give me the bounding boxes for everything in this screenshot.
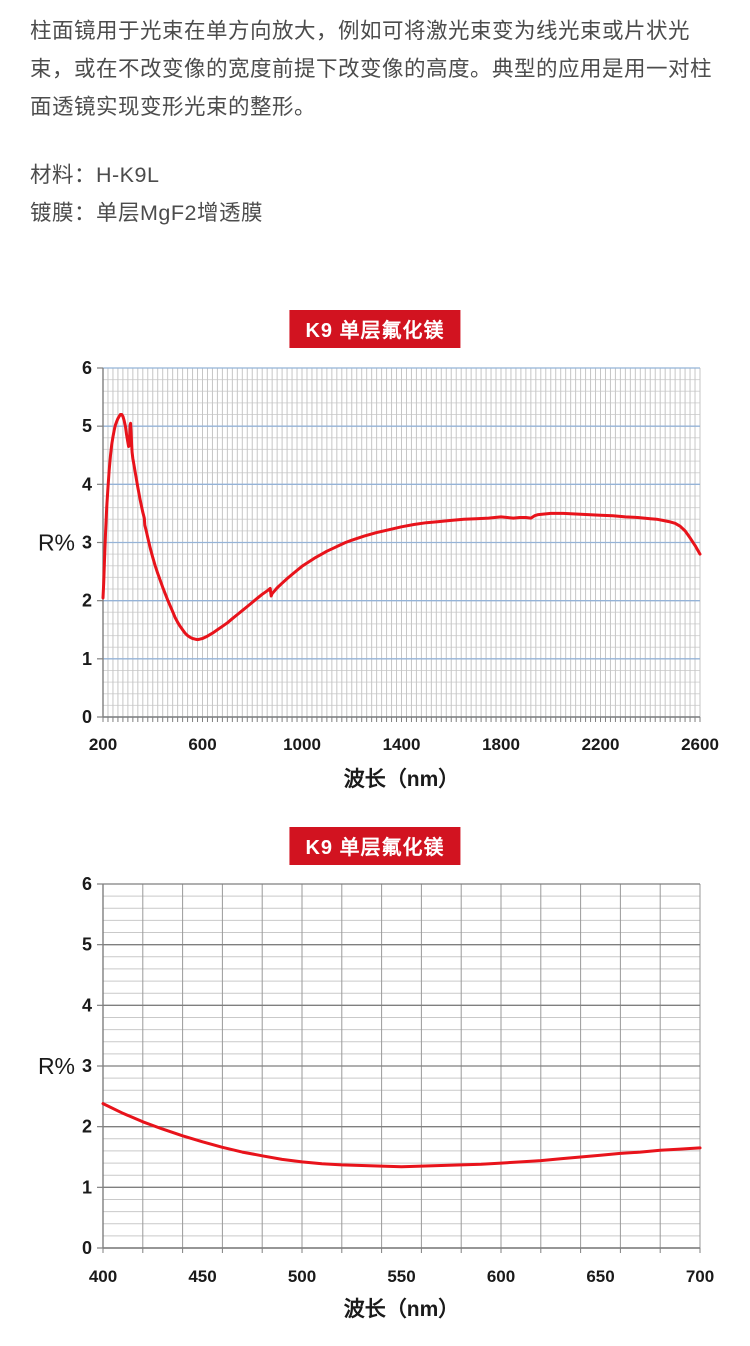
material-spec: 材料：H-K9L bbox=[30, 163, 160, 187]
svg-text:2: 2 bbox=[82, 591, 92, 611]
chart1-title-badge: K9 单层氟化镁 bbox=[289, 310, 461, 348]
svg-text:6: 6 bbox=[82, 874, 92, 894]
svg-text:600: 600 bbox=[188, 735, 216, 754]
svg-text:波长（nm）: 波长（nm） bbox=[344, 1297, 460, 1321]
intro-line-1: 柱面镜用于光束在单方向放大，例如可将激光束变为线光束或片状光 bbox=[30, 19, 691, 43]
svg-text:1000: 1000 bbox=[283, 735, 321, 754]
svg-text:6: 6 bbox=[82, 358, 92, 378]
svg-text:4: 4 bbox=[82, 474, 92, 494]
svg-text:550: 550 bbox=[387, 1267, 415, 1286]
svg-text:2600: 2600 bbox=[681, 735, 719, 754]
intro-paragraph: 柱面镜用于光束在单方向放大，例如可将激光束变为线光束或片状光 束，或在不改变像的… bbox=[30, 12, 730, 126]
svg-text:1: 1 bbox=[82, 1177, 92, 1197]
svg-text:1400: 1400 bbox=[383, 735, 421, 754]
chart2-reflectance-plot: 0 1 2 3 4 5 6 400 450 500 550 600 650 700 波长（nm） R% bbox=[38, 874, 714, 1321]
svg-text:0: 0 bbox=[82, 1238, 92, 1258]
svg-text:5: 5 bbox=[82, 416, 92, 436]
svg-text:R%: R% bbox=[38, 1053, 75, 1079]
svg-text:1: 1 bbox=[82, 649, 92, 669]
svg-text:400: 400 bbox=[89, 1267, 117, 1286]
svg-text:200: 200 bbox=[89, 735, 117, 754]
svg-text:波长（nm）: 波长（nm） bbox=[344, 767, 460, 791]
svg-text:700: 700 bbox=[686, 1267, 714, 1286]
chart2-title-badge: K9 单层氟化镁 bbox=[289, 827, 461, 865]
svg-text:1800: 1800 bbox=[482, 735, 520, 754]
svg-text:500: 500 bbox=[288, 1267, 316, 1286]
svg-text:R%: R% bbox=[38, 530, 75, 556]
svg-text:3: 3 bbox=[82, 1056, 92, 1076]
svg-text:2200: 2200 bbox=[582, 735, 620, 754]
coating-spec: 镀膜：单层MgF2增透膜 bbox=[30, 201, 263, 225]
svg-text:0: 0 bbox=[82, 707, 92, 727]
svg-text:650: 650 bbox=[586, 1267, 614, 1286]
svg-text:3: 3 bbox=[82, 533, 92, 553]
svg-text:450: 450 bbox=[188, 1267, 216, 1286]
specs-block: 材料：H-K9L 镀膜：单层MgF2增透膜 bbox=[30, 156, 730, 232]
svg-text:4: 4 bbox=[82, 995, 92, 1015]
svg-text:600: 600 bbox=[487, 1267, 515, 1286]
intro-line-3: 面透镜实现变形光束的整形。 bbox=[30, 95, 317, 119]
chart1-reflectance-plot: 0 1 2 3 4 5 6 200 600 1000 1400 1800 2200 2600 波长（nm） R… bbox=[38, 358, 719, 791]
intro-line-2: 束，或在不改变像的宽度前提下改变像的高度。典型的应用是用一对柱 bbox=[30, 57, 713, 81]
svg-text:2: 2 bbox=[82, 1117, 92, 1137]
svg-text:5: 5 bbox=[82, 935, 92, 955]
